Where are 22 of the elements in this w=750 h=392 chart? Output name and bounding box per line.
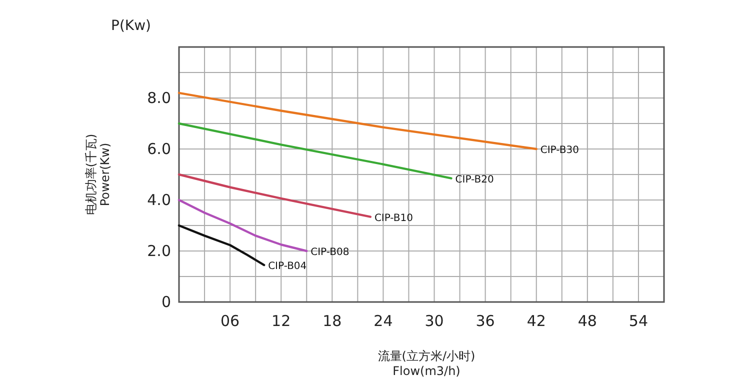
y-axis-title: 电机功率(千瓦) Power(Kw) (84, 134, 112, 216)
x-tick-label: 24 (374, 312, 393, 330)
text: P(Kw) (111, 18, 151, 34)
x-axis-title: 流量(立方米/小时) Flow(m3/h) (378, 349, 476, 378)
y-tick-label: 2.0 (147, 242, 171, 260)
x-tick-label: 48 (578, 312, 597, 330)
y-tick-label: 6.0 (147, 140, 171, 158)
y-tick-label: 0 (161, 293, 171, 311)
series-label: CIP-B04 (268, 261, 307, 272)
x-tick-label: 30 (424, 312, 444, 330)
x-tick-label: 54 (628, 312, 648, 330)
series-label: CIP-B10 (374, 212, 414, 224)
series-label: CIP-B20 (455, 174, 494, 186)
x-tick-label: 36 (476, 312, 495, 330)
x-tick-label: 18 (322, 312, 342, 330)
x-tick-label: 42 (526, 312, 546, 330)
y-tick-label: 8.0 (147, 89, 171, 107)
y-tick-label: 4.0 (147, 191, 171, 209)
x-tick-label: 06 (220, 312, 240, 330)
x-tick-label: 12 (272, 312, 291, 330)
series-label: CIP-B08 (310, 247, 350, 258)
series-label: CIP-B30 (540, 145, 579, 156)
